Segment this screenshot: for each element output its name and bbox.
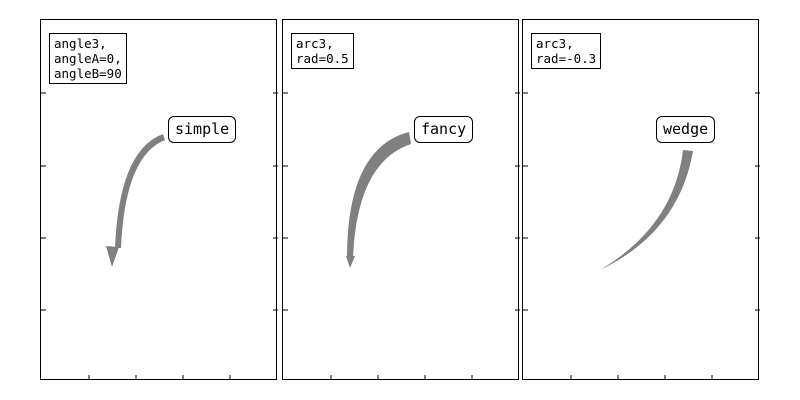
arrow-label-simple: simple xyxy=(168,116,237,143)
wedge-arrow xyxy=(600,150,693,270)
axis-ticks xyxy=(283,92,520,380)
panel-fancy: arc3, rad=0.5 fancy xyxy=(282,19,520,380)
connection-style-box: angle3, angleA=0, angleB=90 xyxy=(49,33,127,84)
connection-line: arc3, xyxy=(536,36,574,51)
panel-wedge: arc3, rad=-0.3 wedge xyxy=(522,19,760,380)
connection-style-box: arc3, rad=0.5 xyxy=(291,33,354,69)
connection-line: angle3, xyxy=(54,36,107,51)
fancy-arrow xyxy=(346,132,411,268)
connection-line: angleB=90 xyxy=(54,66,122,81)
panel-simple: angle3, angleA=0, angleB=90 simple xyxy=(40,19,278,380)
connection-line: rad=-0.3 xyxy=(536,51,597,66)
arrow-label-fancy: fancy xyxy=(414,116,474,143)
simple-arrow xyxy=(106,134,165,267)
axis-ticks xyxy=(523,92,760,380)
arrow-label-wedge: wedge xyxy=(656,116,716,143)
connection-line: angleA=0, xyxy=(54,51,122,66)
connection-line: arc3, xyxy=(296,36,334,51)
axis-ticks xyxy=(41,92,278,380)
connection-style-box: arc3, rad=-0.3 xyxy=(531,33,602,69)
connection-line: rad=0.5 xyxy=(296,51,349,66)
